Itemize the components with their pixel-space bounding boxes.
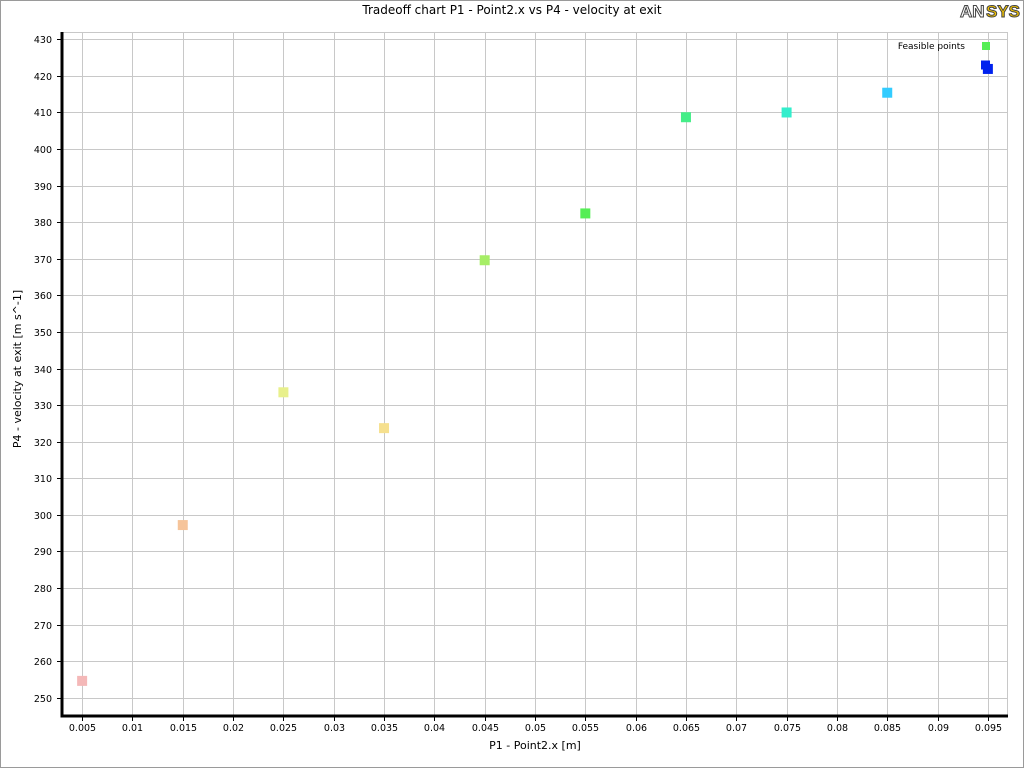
y-tick-label: 430 <box>34 35 52 46</box>
y-tick-label: 320 <box>34 438 52 449</box>
y-tick-label: 400 <box>34 145 52 156</box>
x-tick-label: 0.08 <box>827 723 848 734</box>
y-tick-label: 250 <box>34 694 52 705</box>
ansys-logo: AN SYS <box>960 2 1021 22</box>
y-tick-label: 420 <box>34 72 52 83</box>
x-tick-label: 0.095 <box>975 723 1002 734</box>
y-tick-label: 340 <box>34 365 52 376</box>
y-tick-label: 350 <box>34 328 52 339</box>
y-tick-label: 380 <box>34 218 52 229</box>
legend-swatch <box>981 60 990 70</box>
x-tick-label: 0.055 <box>572 723 599 734</box>
x-tick-label: 0.075 <box>774 723 801 734</box>
data-point <box>580 208 591 219</box>
logo-text-sys: SYS <box>986 2 1020 21</box>
x-tick-label: 0.065 <box>673 723 700 734</box>
x-tick-label: 0.025 <box>270 723 297 734</box>
legend: Feasible points <box>898 42 990 70</box>
data-point <box>278 387 289 398</box>
x-axis-title: P1 - Point2.x [m] <box>489 739 581 752</box>
y-tick-label: 330 <box>34 401 52 412</box>
x-tick-label: 0.07 <box>726 723 747 734</box>
y-tick-label: 290 <box>34 547 52 558</box>
x-tick-label: 0.005 <box>69 723 96 734</box>
data-point <box>882 87 893 98</box>
y-tick-label: 280 <box>34 584 52 595</box>
y-tick-label: 390 <box>34 182 52 193</box>
x-tick-label: 0.015 <box>170 723 197 734</box>
data-point <box>177 520 188 531</box>
axes <box>57 32 1008 721</box>
x-tick-label: 0.035 <box>371 723 398 734</box>
x-tick-label: 0.02 <box>223 723 244 734</box>
legend-label: Feasible points <box>898 42 965 52</box>
logo-text-an: AN <box>960 2 985 21</box>
x-tick-label: 0.09 <box>928 723 949 734</box>
chart-title: Tradeoff chart P1 - Point2.x vs P4 - vel… <box>362 3 662 17</box>
y-tick-label: 310 <box>34 474 52 485</box>
data-point <box>379 423 390 434</box>
y-tick-label: 360 <box>34 291 52 302</box>
tick-labels: 0.005 0.01 0.015 0.02 0.025 0.03 0.035 0.04 0.04… <box>34 35 1002 734</box>
data-point <box>479 255 490 266</box>
x-tick-label: 0.04 <box>424 723 445 734</box>
x-tick-label: 0.05 <box>525 723 546 734</box>
x-tick-label: 0.085 <box>874 723 901 734</box>
x-tick-label: 0.06 <box>626 723 647 734</box>
data-point <box>77 675 88 686</box>
y-tick-label: 300 <box>34 511 52 522</box>
data-point <box>781 107 792 118</box>
x-tick-label: 0.03 <box>324 723 345 734</box>
x-tick-label: 0.01 <box>122 723 143 734</box>
y-axis-title: P4 - velocity at exit [m s^-1] <box>11 290 24 448</box>
y-tick-label: 370 <box>34 255 52 266</box>
y-tick-label: 270 <box>34 621 52 632</box>
grid-lines <box>62 32 1008 716</box>
x-tick-label: 0.045 <box>472 723 499 734</box>
data-point <box>680 112 691 123</box>
legend-swatch <box>982 42 990 50</box>
y-tick-label: 410 <box>34 108 52 119</box>
y-tick-label: 260 <box>34 657 52 668</box>
